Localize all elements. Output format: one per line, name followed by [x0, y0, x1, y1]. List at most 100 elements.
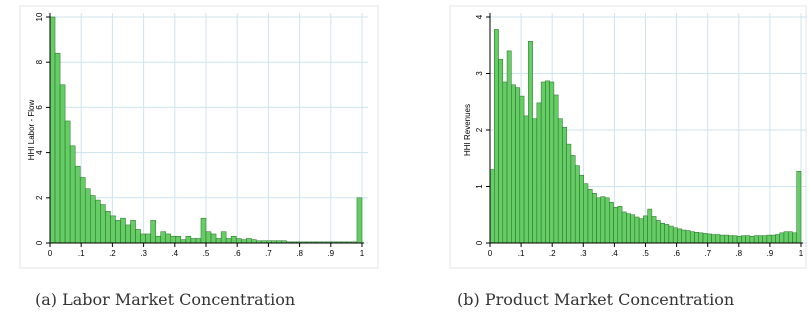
- histogram-bar: [664, 224, 670, 244]
- histogram-bar: [732, 235, 738, 244]
- x-tick-label: .2: [109, 249, 116, 258]
- histogram-bar: [170, 235, 177, 244]
- histogram-bar: [591, 193, 597, 244]
- histogram-bar: [135, 229, 141, 244]
- histogram-bar: [753, 235, 759, 244]
- histogram-bar: [140, 233, 146, 244]
- histogram-bar: [741, 235, 746, 244]
- y-tick-label: 4: [475, 14, 484, 19]
- histogram-bar: [549, 81, 555, 244]
- histogram-bar: [54, 52, 61, 244]
- histogram-bar: [251, 239, 257, 244]
- histogram-bar: [175, 235, 182, 244]
- histogram-bar: [660, 222, 665, 244]
- histogram-bar: [711, 234, 717, 244]
- y-tick-label: 0: [475, 240, 484, 245]
- chart-panel-product: 0 .1 .2 .3 .4 .5 .6 .7 .8 .9 1 0 1 2 3 4 HHI Revenues (b…: [410, 0, 809, 321]
- histogram-bar: [235, 238, 242, 244]
- histogram-bar: [200, 217, 207, 244]
- histogram-bar: [724, 234, 729, 244]
- histogram-bar: [246, 238, 252, 244]
- y-tick-label: 6: [35, 105, 44, 110]
- histogram-bar: [105, 211, 111, 244]
- histogram-bar: [707, 233, 712, 244]
- histogram-bar: [84, 188, 91, 244]
- histogram-bar: [215, 238, 222, 244]
- x-tick-label: .5: [642, 249, 649, 258]
- histogram-bar: [532, 118, 538, 244]
- histogram-bar: [562, 126, 567, 244]
- histogram-bar: [110, 215, 116, 244]
- histogram-bar: [498, 59, 504, 244]
- histogram-bar: [647, 208, 653, 244]
- y-tick-label: 3: [475, 71, 484, 76]
- histogram-bar: [596, 197, 602, 244]
- histogram-bar: [626, 213, 631, 244]
- histogram-bar: [762, 235, 768, 244]
- histogram-bar: [651, 216, 657, 244]
- histogram-bar: [758, 235, 763, 244]
- histogram-bar: [205, 231, 212, 244]
- histogram-bar: [604, 197, 610, 244]
- y-tick-label: 2: [475, 127, 484, 132]
- histogram-bar: [180, 239, 187, 244]
- histogram-bar: [728, 235, 734, 244]
- histogram-bar: [621, 211, 627, 244]
- x-tick-label: 0: [48, 249, 53, 258]
- histogram-bar: [225, 238, 232, 244]
- grid: [49, 13, 368, 244]
- histogram-bar: [519, 95, 525, 244]
- histogram-bar: [49, 16, 56, 244]
- histogram-bar: [638, 218, 644, 244]
- x-tick-label: .3: [580, 249, 587, 258]
- histogram-bar: [74, 165, 81, 244]
- histogram-bar: [494, 29, 499, 244]
- histogram-bar: [702, 233, 708, 244]
- histogram-bar: [545, 80, 550, 244]
- y-tick-label: 8: [35, 59, 44, 64]
- histogram-bar: [145, 233, 151, 244]
- histogram-bar: [745, 235, 751, 244]
- histogram-bar: [515, 87, 521, 244]
- x-tick-label: .4: [171, 249, 178, 258]
- histogram-bar: [715, 234, 721, 244]
- histogram-bar: [536, 102, 542, 244]
- x-tick-label: .6: [673, 249, 680, 258]
- x-tick-label: .4: [611, 249, 618, 258]
- histogram-bar: [685, 230, 691, 244]
- histogram-bar: [770, 234, 776, 244]
- histogram-bar: [90, 195, 96, 244]
- histogram-bar: [356, 197, 363, 244]
- x-tick-label: .8: [735, 249, 742, 258]
- histogram-bar: [672, 227, 678, 244]
- histogram-bar: [195, 238, 202, 244]
- x-tick-label: .7: [265, 249, 272, 258]
- histogram-bar: [613, 207, 619, 244]
- histogram-bar: [566, 143, 572, 244]
- x-tick-label: .3: [140, 249, 147, 258]
- histogram-bar: [511, 84, 516, 244]
- histogram-bar: [787, 231, 793, 244]
- histogram-bar: [540, 81, 546, 244]
- y-tick-label: 2: [35, 195, 44, 200]
- x-tick-label: .2: [549, 249, 556, 258]
- histogram-bar: [634, 216, 640, 244]
- histogram-bar: [220, 231, 227, 244]
- x-tick-label: .5: [203, 249, 210, 258]
- histogram-bar: [506, 50, 512, 244]
- x-tick-label: .1: [518, 249, 525, 258]
- bars: [49, 16, 363, 244]
- histogram-bar: [100, 204, 106, 244]
- histogram-bar: [230, 235, 237, 244]
- y-axis-label: HHI Revenues: [463, 104, 472, 156]
- x-tick-label: .6: [234, 249, 241, 258]
- histogram-bar: [69, 145, 76, 244]
- histogram-bar: [574, 165, 580, 244]
- histogram-bar: [736, 235, 742, 244]
- histogram-bar: [600, 196, 606, 244]
- caption-product: (b) Product Market Concentration: [457, 290, 735, 309]
- caption-labor: (a) Labor Market Concentration: [35, 290, 296, 309]
- x-tick-label: .7: [704, 249, 711, 258]
- histogram-bar: [553, 94, 559, 244]
- histogram-bar: [557, 118, 563, 244]
